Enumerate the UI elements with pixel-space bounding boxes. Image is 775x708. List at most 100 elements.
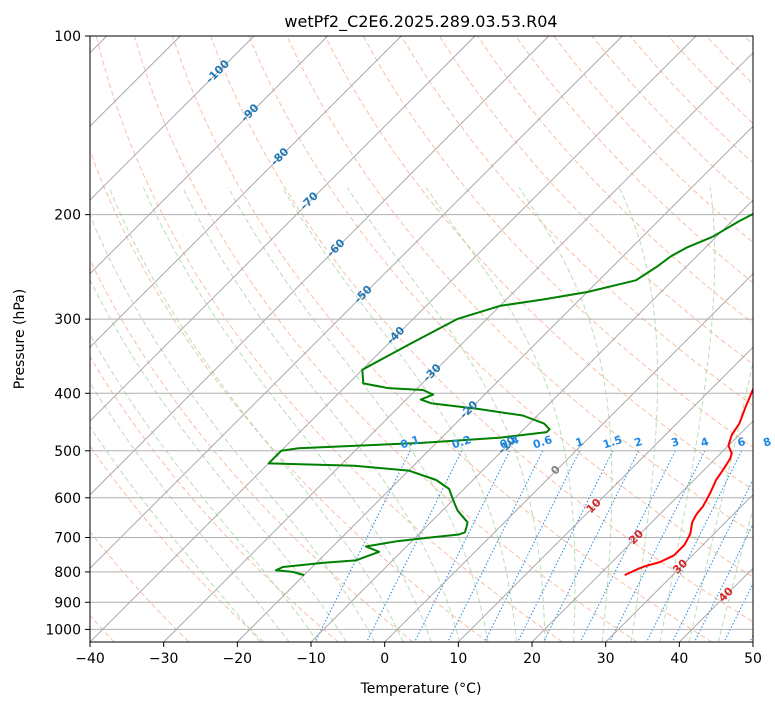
dewpoint-line (267, 212, 753, 577)
mixing-ratio-label: 8 (762, 435, 773, 450)
x-tick-label: 10 (449, 651, 467, 667)
dry-adiabat (324, 36, 753, 491)
mixing-ratio-label: 0.4 (498, 433, 521, 451)
moist-adiabat (108, 187, 404, 642)
mixing-ratio-label: 0.1 (399, 433, 422, 451)
y-tick-label: 900 (54, 595, 81, 611)
isotherm (90, 36, 697, 642)
mixing-ratio-label: 2 (633, 435, 644, 450)
mixing-ratio-line (447, 450, 544, 642)
plot-frame (89, 35, 754, 643)
isotherm (531, 420, 753, 642)
mixing-ratio-label: 0.6 (531, 433, 554, 451)
mixing-ratio-label: 1 (574, 435, 585, 450)
y-tick-label: 800 (54, 565, 81, 581)
dry-adiabat (438, 36, 753, 365)
dry-adiabat (515, 36, 753, 284)
moist-adiabat (90, 214, 376, 642)
isotherm (90, 36, 329, 275)
isotherm (384, 273, 753, 642)
y-tick-label: 300 (54, 312, 81, 328)
y-axis-ticks: 100 200 300 400 500 600 700 800 900 1000 (45, 29, 90, 638)
isotherm (90, 36, 623, 569)
y-tick-label: 600 (54, 491, 81, 507)
mixing-ratio-label: 3 (669, 435, 680, 450)
mixing-ratio-line (517, 450, 614, 642)
dry-adiabat (210, 36, 753, 623)
moist-adiabat (717, 507, 753, 642)
profile-lines (267, 212, 753, 577)
x-tick-label: 0 (380, 651, 389, 667)
isotherm (90, 36, 476, 422)
y-axis-label: Pressure (hPa) (12, 289, 28, 389)
moist-adiabat (659, 187, 716, 642)
dry-adiabat (90, 445, 264, 642)
dry-adiabat (90, 149, 488, 642)
mixing-ratio-line (543, 450, 639, 642)
mixing-ratio-line (671, 478, 753, 642)
mixing-ratio-label: 6 (736, 435, 748, 450)
chart-title: wetPf2_C2E6.2025.289.03.53.R04 (284, 12, 557, 32)
isotherm (90, 36, 402, 348)
x-tick-label: 50 (744, 651, 762, 667)
moist-adiabat (142, 187, 432, 642)
mixing-ratio-line (609, 450, 706, 642)
x-tick-label: 30 (597, 651, 615, 667)
y-tick-label: 1000 (45, 622, 81, 638)
moist-adiabat (182, 187, 461, 642)
dry-adiabat (90, 531, 190, 642)
dry-adiabat (90, 355, 339, 642)
moist-adiabat (90, 278, 347, 642)
dry-adiabat (95, 36, 563, 642)
mixing-ratio-line (749, 634, 753, 642)
isotherm (752, 641, 753, 642)
x-tick-label: −40 (75, 651, 105, 667)
mixing-ratio-label: 1.5 (601, 433, 624, 451)
mixing-ratio-line (366, 450, 463, 642)
background-lines (90, 36, 753, 642)
x-tick-label: −20 (223, 651, 253, 667)
moist-adiabat (425, 187, 576, 642)
x-tick-label: 20 (523, 651, 541, 667)
moist-adiabat (90, 333, 319, 642)
mixing-ratio-label: 0.2 (450, 433, 473, 451)
plot-area (90, 36, 753, 642)
mixing-ratio-line (579, 450, 676, 642)
y-tick-label: 400 (54, 386, 81, 402)
isotherm (90, 36, 550, 496)
isotherm (310, 199, 753, 642)
isotherm (236, 125, 753, 642)
moist-adiabat (281, 187, 517, 642)
dry-adiabat (133, 36, 638, 642)
mixing-ratio-label: 4 (699, 435, 711, 450)
y-tick-label: 700 (54, 531, 81, 547)
moist-adiabat (518, 187, 613, 642)
isotherm (163, 52, 753, 642)
x-tick-label: 40 (670, 651, 688, 667)
isotherm (457, 346, 753, 642)
x-axis-ticks: −40 −30 −20 −10 0 10 20 30 40 50 (75, 642, 762, 667)
y-tick-label: 200 (54, 208, 81, 224)
x-axis-label: Temperature (°C) (360, 681, 482, 697)
isotherm (605, 494, 753, 642)
y-tick-label: 100 (54, 29, 81, 45)
y-tick-label: 500 (54, 444, 81, 460)
dry-adiabat (400, 36, 753, 407)
x-tick-label: −30 (149, 651, 179, 667)
moist-adiabat (90, 425, 261, 642)
mixing-ratio-line (646, 450, 743, 642)
temperature-line (624, 386, 753, 577)
moist-adiabat (346, 187, 546, 642)
dry-adiabat (286, 36, 753, 534)
mixing-ratio-line (484, 450, 581, 642)
moist-adiabat (618, 187, 659, 642)
moist-adiabat (688, 360, 753, 642)
mixing-ratio-line (414, 450, 511, 642)
mixing-ratio-line (314, 450, 411, 642)
dry-adiabat (362, 36, 753, 449)
dry-adiabat (248, 36, 753, 578)
dry-adiabat (172, 36, 712, 642)
isotherm (90, 36, 255, 201)
x-tick-label: −10 (296, 651, 326, 667)
